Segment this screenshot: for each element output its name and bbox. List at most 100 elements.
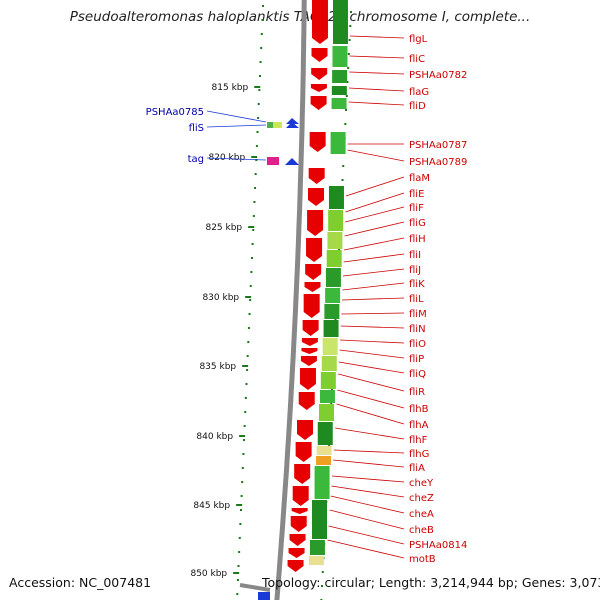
track-dot xyxy=(344,123,347,125)
scale-tick xyxy=(233,572,240,574)
track-dot xyxy=(348,39,351,41)
shading-block xyxy=(316,446,332,455)
feature-tag-arrow xyxy=(285,158,299,165)
label-leader xyxy=(333,449,405,454)
track-dot xyxy=(341,179,344,181)
track-dot xyxy=(238,537,241,539)
label-leader xyxy=(338,373,405,392)
cds-arrow xyxy=(296,420,313,440)
label-leader xyxy=(332,475,405,483)
shading-block xyxy=(332,70,348,83)
label-leader xyxy=(349,35,405,39)
track-dot xyxy=(248,313,251,315)
track-dot xyxy=(236,579,239,581)
gene-label-flgl: flgL xyxy=(409,34,428,45)
label-leader xyxy=(349,55,405,59)
shading-block xyxy=(317,422,333,445)
cds-arrow xyxy=(306,238,323,262)
track-dot xyxy=(321,585,324,587)
cds-arrow xyxy=(302,320,319,336)
cds-arrow xyxy=(298,392,315,410)
cds-arrow xyxy=(291,508,308,514)
feature-flis-arrow xyxy=(286,118,299,128)
shading-block xyxy=(325,268,341,287)
label-leader xyxy=(347,149,405,162)
gene-label-motb: motB xyxy=(409,554,436,565)
track-dot xyxy=(345,95,348,97)
gene-label-flik: fliK xyxy=(409,279,425,290)
gene-label-flia: fliA xyxy=(409,463,425,474)
shading-block xyxy=(316,456,332,465)
cds-arrow xyxy=(305,264,322,280)
scale-tick xyxy=(251,156,258,158)
scale-tick-label: 815 kbp xyxy=(212,83,249,93)
track-dot xyxy=(240,495,243,497)
cds-arrow xyxy=(307,210,324,236)
gene-label-pshaa0785: PSHAa0785 xyxy=(146,107,204,118)
accession-text: Accession: NC_007481 xyxy=(9,575,152,590)
shading-block xyxy=(324,304,340,319)
label-leader xyxy=(335,427,405,440)
shading-block xyxy=(327,232,343,249)
shading-block xyxy=(309,540,325,555)
gene-label-flag: flaG xyxy=(409,87,429,98)
track-dot xyxy=(347,53,350,55)
scale-tick-label: 830 kbp xyxy=(202,293,239,303)
label-leader xyxy=(342,282,405,291)
scale-tick-label: 820 kbp xyxy=(209,153,246,163)
shading-block xyxy=(331,98,347,109)
track-dot xyxy=(252,215,255,217)
gene-label-pshaa0789: PSHAa0789 xyxy=(409,157,467,168)
cds-arrow xyxy=(311,0,328,44)
cds-arrow xyxy=(295,442,312,462)
track-dot xyxy=(260,47,263,49)
gene-label-flhf: flhF xyxy=(409,435,428,446)
cds-arrow xyxy=(294,464,311,484)
label-leader xyxy=(333,459,405,468)
scale-tick xyxy=(248,226,255,228)
track-dot xyxy=(262,5,264,7)
gene-label-flii: fliI xyxy=(409,250,421,261)
shading-block xyxy=(323,320,339,337)
cds-arrow xyxy=(311,68,328,80)
track-dot xyxy=(242,453,245,455)
track-dot xyxy=(257,103,260,105)
gene-label-flie: fliE xyxy=(409,189,424,200)
track-dot xyxy=(239,523,242,525)
shading-block xyxy=(331,86,347,95)
backbone xyxy=(239,0,307,600)
label-leader xyxy=(329,509,405,530)
label-leader xyxy=(340,325,405,329)
track-dot xyxy=(349,25,352,27)
scale-tick xyxy=(242,365,249,367)
gene-label-cheb: cheB xyxy=(409,525,434,536)
label-leader xyxy=(328,525,405,545)
shading-block xyxy=(308,556,324,565)
cds-arrow xyxy=(287,560,304,572)
track-dot xyxy=(244,411,247,413)
gene-shading-track xyxy=(308,0,348,565)
label-leader xyxy=(206,157,267,161)
track-dot xyxy=(256,131,259,133)
track-dot xyxy=(249,285,252,287)
gene-label-chey: cheY xyxy=(409,478,434,489)
cds-arrow xyxy=(307,188,324,206)
label-leader xyxy=(343,237,405,251)
scale-tick xyxy=(254,86,261,88)
label-leader xyxy=(339,349,405,359)
topology-text: Topology: circular; Length: 3,214,944 bp… xyxy=(262,575,600,590)
scale-tick xyxy=(239,435,246,437)
track-dot xyxy=(247,327,250,329)
shading-block xyxy=(322,338,338,355)
label-leader xyxy=(327,539,405,559)
track-dot xyxy=(253,201,256,203)
scale-tick xyxy=(236,504,243,506)
shading-block xyxy=(332,46,348,67)
feature-flis xyxy=(273,122,282,128)
label-leader xyxy=(344,221,405,237)
scale-tick-label: 850 kbp xyxy=(190,569,227,579)
gene-labels: flgL fliC PSHAa0782 flaG fliD PSHAa0787 PSHAa0… xyxy=(146,34,468,565)
shading-block xyxy=(320,372,336,389)
label-leader xyxy=(348,87,405,92)
